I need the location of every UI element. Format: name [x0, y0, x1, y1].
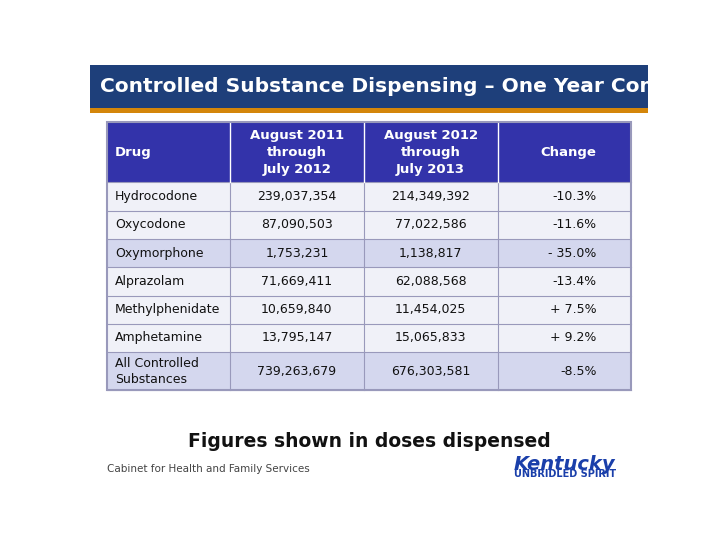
Text: -10.3%: -10.3%	[552, 190, 597, 203]
Text: 15,065,833: 15,065,833	[395, 332, 467, 345]
FancyBboxPatch shape	[90, 109, 648, 113]
Text: UNBRIDLED SPIRIT: UNBRIDLED SPIRIT	[514, 469, 616, 479]
Text: 71,669,411: 71,669,411	[261, 275, 333, 288]
Text: Methylphenidate: Methylphenidate	[115, 303, 220, 316]
Text: 87,090,503: 87,090,503	[261, 218, 333, 231]
Text: Oxycodone: Oxycodone	[115, 218, 186, 231]
FancyBboxPatch shape	[107, 324, 631, 352]
Text: -13.4%: -13.4%	[552, 275, 597, 288]
Text: + 7.5%: + 7.5%	[550, 303, 597, 316]
Text: 1,138,817: 1,138,817	[399, 247, 462, 260]
Text: 239,037,354: 239,037,354	[257, 190, 336, 203]
FancyBboxPatch shape	[107, 211, 631, 239]
Text: -8.5%: -8.5%	[560, 364, 597, 378]
Text: Hydrocodone: Hydrocodone	[115, 190, 198, 203]
Text: 13,795,147: 13,795,147	[261, 332, 333, 345]
FancyBboxPatch shape	[107, 239, 631, 267]
Text: 739,263,679: 739,263,679	[257, 364, 336, 378]
Text: - 35.0%: - 35.0%	[549, 247, 597, 260]
Text: Amphetamine: Amphetamine	[115, 332, 203, 345]
Text: Oxymorphone: Oxymorphone	[115, 247, 204, 260]
Text: Alprazolam: Alprazolam	[115, 275, 185, 288]
FancyBboxPatch shape	[107, 122, 631, 183]
Text: Drug: Drug	[115, 146, 152, 159]
FancyBboxPatch shape	[107, 352, 631, 390]
Text: 62,088,568: 62,088,568	[395, 275, 467, 288]
Text: -11.6%: -11.6%	[552, 218, 597, 231]
FancyBboxPatch shape	[107, 267, 631, 295]
Text: Figures shown in doses dispensed: Figures shown in doses dispensed	[188, 432, 550, 451]
FancyBboxPatch shape	[90, 65, 648, 109]
Text: + 9.2%: + 9.2%	[550, 332, 597, 345]
Text: Kentucky: Kentucky	[514, 455, 616, 474]
Text: 11,454,025: 11,454,025	[395, 303, 467, 316]
Text: 77,022,586: 77,022,586	[395, 218, 467, 231]
Text: August 2011
through
July 2012: August 2011 through July 2012	[250, 129, 344, 176]
Text: Cabinet for Health and Family Services: Cabinet for Health and Family Services	[107, 464, 310, 474]
Text: 10,659,840: 10,659,840	[261, 303, 333, 316]
Text: August 2012
through
July 2013: August 2012 through July 2013	[384, 129, 477, 176]
FancyBboxPatch shape	[107, 183, 631, 211]
Text: Change: Change	[541, 146, 597, 159]
Text: Controlled Substance Dispensing – One Year Comparison: Controlled Substance Dispensing – One Ye…	[100, 77, 720, 96]
Text: All Controlled
Substances: All Controlled Substances	[115, 357, 199, 386]
Text: 1,753,231: 1,753,231	[265, 247, 328, 260]
Text: 676,303,581: 676,303,581	[391, 364, 470, 378]
Text: 214,349,392: 214,349,392	[391, 190, 470, 203]
FancyBboxPatch shape	[107, 295, 631, 324]
